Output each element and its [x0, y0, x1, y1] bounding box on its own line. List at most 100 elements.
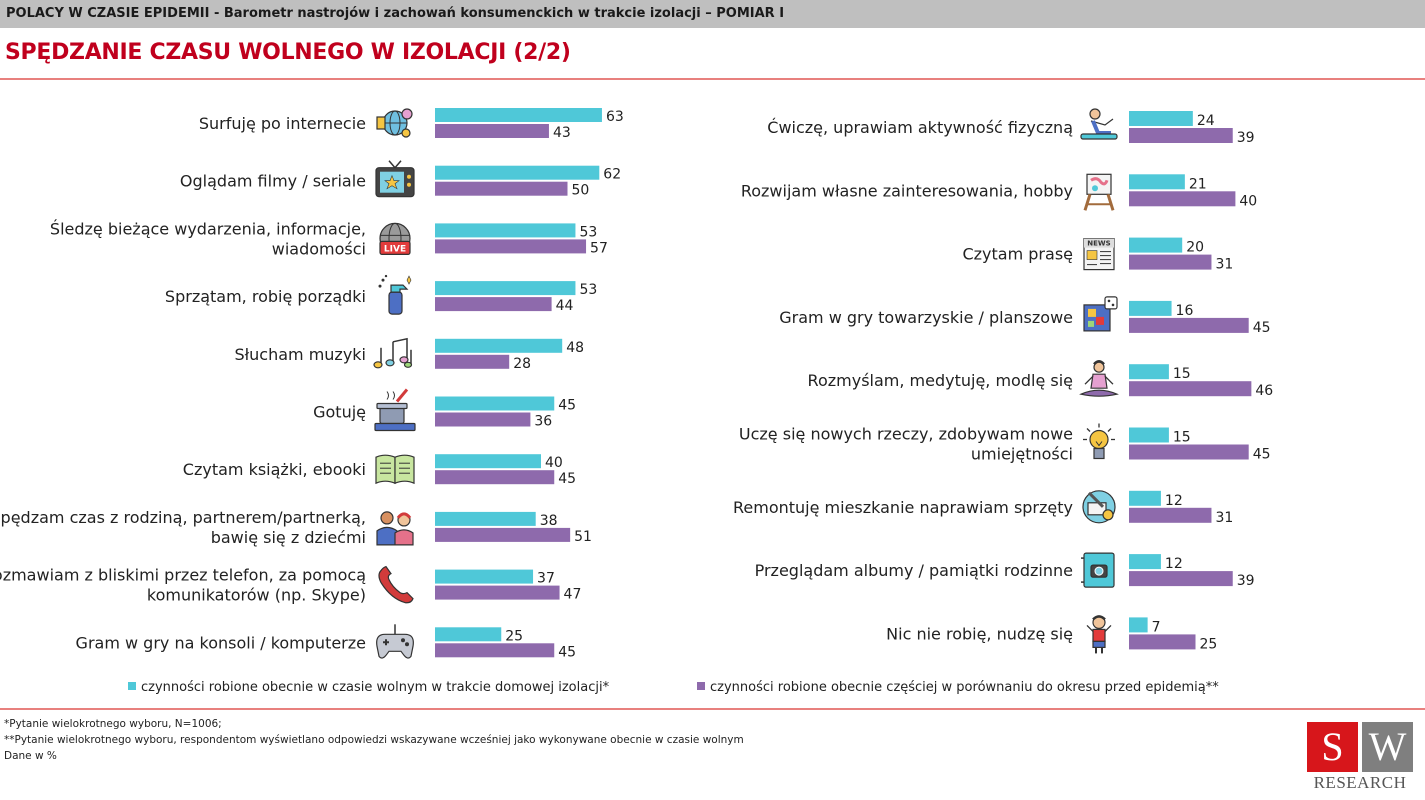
- cooking-pot-icon: [374, 388, 416, 432]
- bar-1-0-7: [1129, 554, 1161, 570]
- bar-0-0-9: [435, 627, 502, 642]
- category-label-1-7: Przeglądam albumy / pamiątki rodzinne: [755, 561, 1073, 580]
- music-notes-icon: [373, 337, 413, 369]
- bar-0-1-2: [435, 239, 587, 254]
- category-label-0-9: Gram w gry na konsoli / komputerze: [76, 633, 366, 652]
- bar-1-1-4: [1129, 381, 1252, 397]
- data-label-0-1-0: 43: [553, 125, 571, 141]
- data-label-1-1-3: 45: [1253, 320, 1271, 336]
- category-label-0-8-line2: komunikatorów (np. Skype): [147, 586, 366, 605]
- category-label-1-5: Uczę się nowych rzeczy, zdobywam nowe: [739, 425, 1073, 444]
- data-label-1-0-5: 15: [1173, 430, 1191, 446]
- newspaper-icon: NEWS: [1083, 238, 1115, 271]
- bar-0-1-8: [435, 585, 560, 600]
- data-label-0-1-2: 57: [590, 240, 608, 256]
- data-label-0-0-5: 45: [558, 398, 576, 414]
- category-label-1-1: Rozwijam własne zainteresowania, hobby: [741, 181, 1073, 200]
- bar-1-0-8: [1129, 617, 1148, 633]
- bar-1-0-0: [1129, 111, 1193, 126]
- bar-1-1-8: [1129, 634, 1196, 650]
- category-label-1-8: Nic nie robię, nudzę się: [886, 624, 1073, 643]
- footnote-3: Dane w %: [4, 750, 57, 762]
- svg-text:LIVE: LIVE: [384, 244, 406, 254]
- bar-0-1-7: [435, 527, 571, 542]
- bar-1-0-2: [1129, 237, 1183, 253]
- category-label-1-0: Ćwiczę, uprawiam aktywność fizyczną: [767, 118, 1073, 137]
- cleaning-spray-icon: [378, 274, 412, 315]
- bar-1-1-3: [1129, 317, 1249, 333]
- bar-0-0-3: [435, 281, 576, 296]
- title-divider: [0, 78, 1425, 80]
- page-title: SPĘDZANIE CZASU WOLNEGO W IZOLACJI (2/2): [5, 40, 571, 65]
- bar-1-1-6: [1129, 507, 1212, 523]
- data-label-0-0-0: 63: [606, 109, 624, 125]
- category-label-0-7: Spędzam czas z rodziną, partnerem/partne…: [0, 508, 366, 527]
- data-label-1-1-4: 46: [1255, 383, 1273, 399]
- bar-0-1-3: [435, 297, 552, 312]
- repair-tools-icon: [1082, 490, 1116, 524]
- category-label-0-1: Oglądam filmy / seriale: [180, 172, 366, 191]
- data-label-1-1-7: 39: [1237, 573, 1255, 589]
- category-label-0-2-line2: wiadomości: [272, 239, 366, 258]
- footer-divider: [0, 708, 1425, 710]
- easel-icon: [1083, 173, 1115, 211]
- bar-0-0-0: [435, 108, 602, 122]
- data-label-0-1-9: 45: [558, 644, 576, 660]
- category-label-0-7-line2: bawię się z dziećmi: [211, 528, 366, 547]
- data-label-1-1-0: 39: [1237, 130, 1255, 146]
- category-label-0-6: Czytam książki, ebooki: [183, 460, 366, 479]
- bar-1-1-5: [1129, 444, 1249, 460]
- category-label-0-0: Surfuję po internecie: [199, 114, 366, 133]
- data-label-0-1-7: 51: [574, 529, 592, 545]
- bar-0-1-1: [435, 181, 568, 196]
- bar-0-1-5: [435, 412, 531, 427]
- data-label-1-0-0: 24: [1197, 113, 1215, 129]
- data-label-0-0-2: 53: [579, 224, 597, 240]
- footnote-1: *Pytanie wielokrotnego wyboru, N=1006;: [4, 718, 222, 730]
- data-label-1-0-6: 12: [1165, 493, 1183, 509]
- legend-swatch-0: [128, 682, 136, 690]
- category-label-1-4: Rozmyślam, medytuję, modlę się: [808, 371, 1073, 390]
- bar-0-1-0: [435, 124, 549, 138]
- data-label-0-0-1: 62: [603, 167, 621, 183]
- category-label-0-5: Gotuję: [313, 403, 366, 422]
- bar-0-1-9: [435, 643, 555, 658]
- legend-label-1: czynności robione obecnie częściej w por…: [710, 680, 1219, 695]
- bar-1-1-0: [1129, 128, 1233, 143]
- lightbulb-icon: [1083, 423, 1115, 460]
- bar-1-0-4: [1129, 364, 1169, 380]
- footnote-2: **Pytanie wielokrotnego wyboru, responde…: [4, 734, 744, 746]
- data-label-0-0-3: 53: [579, 282, 597, 298]
- data-label-0-1-6: 45: [558, 471, 576, 487]
- data-label-0-0-9: 25: [505, 628, 523, 644]
- category-label-1-2: Czytam prasę: [962, 245, 1073, 264]
- category-label-0-8: Rozmawiam z bliskimi przez telefon, za p…: [0, 566, 366, 585]
- data-label-1-0-3: 16: [1176, 303, 1194, 319]
- data-label-1-0-4: 15: [1173, 366, 1191, 382]
- data-label-0-0-7: 38: [540, 513, 558, 529]
- data-label-0-1-5: 36: [534, 414, 552, 430]
- bar-0-0-1: [435, 165, 600, 180]
- data-label-1-0-2: 20: [1186, 240, 1204, 256]
- data-label-0-0-6: 40: [545, 455, 563, 471]
- meditation-icon: [1079, 359, 1119, 397]
- live-news-globe-icon: LIVE: [379, 222, 411, 255]
- data-label-0-1-1: 50: [572, 183, 590, 199]
- survey-title: POLACY W CZASIE EPIDEMII - Barometr nast…: [6, 6, 785, 21]
- tv-icon: [375, 160, 415, 198]
- category-label-0-3: Sprzątam, robię porządki: [165, 287, 366, 306]
- bar-1-0-1: [1129, 174, 1185, 190]
- bar-1-0-3: [1129, 300, 1172, 316]
- bar-1-0-5: [1129, 427, 1169, 443]
- data-label-1-1-8: 25: [1200, 636, 1218, 652]
- gamepad-icon: [376, 624, 414, 659]
- bar-0-1-6: [435, 470, 555, 485]
- bar-1-0-6: [1129, 490, 1161, 506]
- data-label-1-1-1: 40: [1239, 193, 1257, 209]
- internet-icon: [376, 108, 413, 138]
- photo-album-icon: [1081, 552, 1115, 588]
- data-label-0-1-4: 28: [513, 356, 531, 372]
- bar-0-0-2: [435, 223, 576, 238]
- data-label-1-1-2: 31: [1215, 257, 1233, 273]
- category-label-0-2: Śledzę bieżące wydarzenia, informacje,: [50, 219, 366, 238]
